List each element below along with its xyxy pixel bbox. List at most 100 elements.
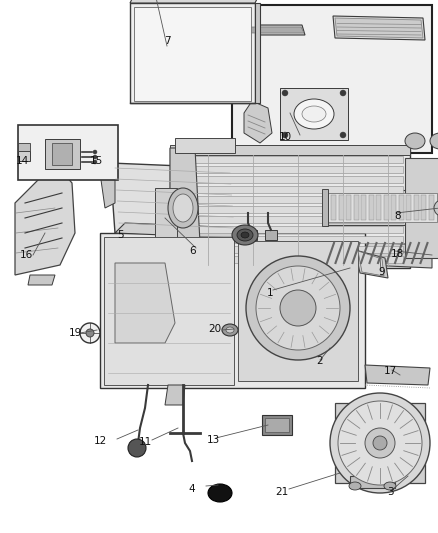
Bar	[134, 7, 251, 101]
Bar	[175, 236, 403, 243]
Ellipse shape	[93, 150, 97, 154]
Text: 6: 6	[190, 246, 196, 256]
Ellipse shape	[246, 256, 350, 360]
Ellipse shape	[405, 133, 425, 149]
Ellipse shape	[232, 225, 258, 245]
Bar	[376, 195, 381, 220]
Bar	[405, 158, 438, 258]
Bar	[335, 403, 425, 483]
Bar	[339, 195, 343, 220]
Bar	[421, 195, 426, 220]
Bar	[45, 139, 80, 169]
Ellipse shape	[168, 188, 198, 228]
Ellipse shape	[80, 323, 100, 343]
Ellipse shape	[86, 329, 94, 337]
Bar	[406, 195, 411, 220]
Ellipse shape	[340, 90, 346, 96]
Bar	[100, 233, 365, 388]
Bar	[232, 5, 432, 153]
Text: 19: 19	[68, 328, 81, 338]
Ellipse shape	[349, 482, 361, 490]
Bar	[175, 176, 403, 183]
Text: 11: 11	[138, 437, 152, 447]
Ellipse shape	[330, 393, 430, 493]
Ellipse shape	[338, 401, 422, 485]
Ellipse shape	[430, 133, 438, 149]
Text: 5: 5	[117, 230, 124, 240]
Polygon shape	[335, 18, 423, 38]
Polygon shape	[244, 101, 272, 143]
Ellipse shape	[128, 439, 146, 457]
Bar	[328, 193, 437, 222]
Bar	[104, 237, 234, 385]
Polygon shape	[165, 385, 185, 405]
Bar	[322, 189, 328, 226]
Text: 3: 3	[387, 487, 393, 497]
Polygon shape	[18, 151, 30, 161]
Bar	[399, 195, 403, 220]
Ellipse shape	[241, 232, 249, 238]
Bar	[155, 188, 177, 243]
Text: 12: 12	[93, 436, 106, 446]
Ellipse shape	[294, 99, 334, 129]
Polygon shape	[365, 365, 430, 385]
Bar	[262, 415, 292, 435]
Text: 18: 18	[390, 249, 404, 259]
Ellipse shape	[282, 132, 288, 138]
Ellipse shape	[237, 229, 253, 241]
Bar	[361, 195, 366, 220]
Bar	[280, 88, 348, 140]
Bar	[413, 195, 418, 220]
Text: 15: 15	[89, 156, 102, 166]
Bar	[368, 195, 374, 220]
Bar	[265, 230, 277, 240]
Bar	[170, 148, 410, 268]
Ellipse shape	[93, 155, 97, 159]
Ellipse shape	[365, 428, 395, 458]
Polygon shape	[355, 250, 388, 278]
Bar	[175, 256, 403, 263]
Bar	[384, 195, 389, 220]
Text: 10: 10	[279, 132, 292, 142]
Bar	[175, 186, 403, 193]
Bar	[170, 145, 410, 155]
Polygon shape	[28, 275, 55, 285]
Polygon shape	[130, 0, 260, 3]
Bar	[265, 418, 289, 432]
Text: 4: 4	[189, 484, 195, 494]
Ellipse shape	[340, 132, 346, 138]
Bar	[428, 195, 434, 220]
Ellipse shape	[434, 200, 438, 216]
Polygon shape	[170, 148, 200, 268]
Bar	[130, 3, 255, 103]
Polygon shape	[18, 143, 30, 151]
Text: 14: 14	[15, 156, 28, 166]
Bar	[175, 226, 403, 233]
Bar	[245, 230, 257, 240]
Polygon shape	[333, 16, 425, 40]
Bar	[175, 216, 403, 223]
Ellipse shape	[282, 90, 288, 96]
Bar	[175, 166, 403, 173]
Text: 9: 9	[379, 267, 385, 277]
Bar	[391, 195, 396, 220]
Text: 1: 1	[267, 288, 273, 298]
Polygon shape	[255, 3, 260, 103]
Bar	[175, 206, 403, 213]
Polygon shape	[238, 27, 304, 33]
Ellipse shape	[280, 290, 316, 326]
Bar	[346, 195, 351, 220]
Bar	[238, 241, 358, 381]
Bar	[331, 195, 336, 220]
Polygon shape	[115, 263, 175, 343]
Polygon shape	[15, 163, 75, 275]
Bar	[175, 196, 403, 203]
Bar	[52, 143, 72, 165]
Ellipse shape	[384, 482, 396, 490]
Ellipse shape	[173, 194, 193, 222]
Polygon shape	[358, 251, 384, 276]
Text: 21: 21	[276, 487, 289, 497]
Text: 2: 2	[317, 356, 323, 366]
Ellipse shape	[222, 324, 238, 336]
Polygon shape	[237, 25, 305, 35]
